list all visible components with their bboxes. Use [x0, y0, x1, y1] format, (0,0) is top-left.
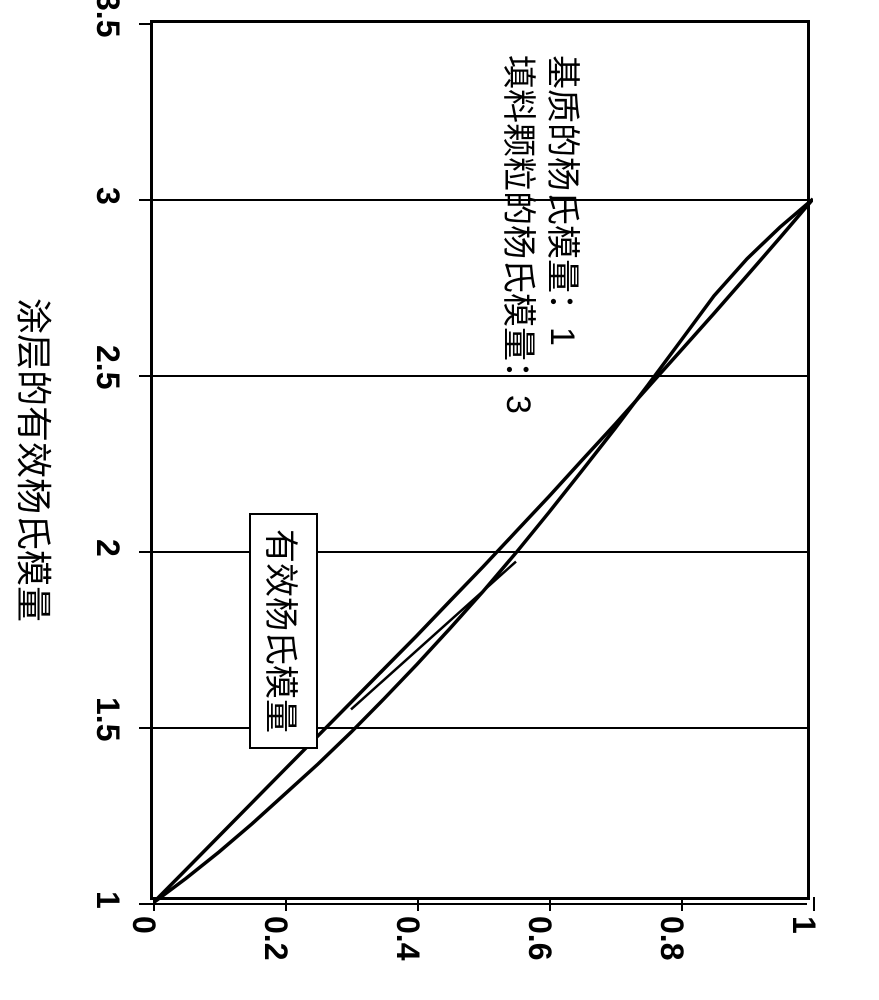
x-tick-label: 0.4	[389, 916, 426, 960]
annotation-matrix-modulus: 基质的杨氏模量：1	[541, 55, 590, 346]
y-tick	[139, 375, 153, 377]
x-tick-label: 1	[785, 916, 822, 934]
annotation-filler-modulus: 填料颗粒的杨氏模量：3	[497, 55, 546, 414]
x-tick	[813, 897, 815, 911]
y-tick	[139, 199, 153, 201]
y-tick-label: 2	[89, 539, 126, 557]
callout-label-box: 有效杨氏模量	[249, 513, 318, 749]
y-tick	[139, 903, 153, 905]
x-tick-label: 0.2	[257, 916, 294, 960]
y-tick-label: 3.5	[89, 0, 126, 37]
y-tick	[139, 727, 153, 729]
y-tick	[139, 551, 153, 553]
callout-leader	[153, 23, 813, 903]
y-tick-label: 3	[89, 187, 126, 205]
y-axis-title: 涂层的有效杨氏模量	[10, 298, 62, 622]
chart-container: 0 0.2 0.4 0.6 0.8 1 1 1.5 2 2.5 3 3.5 基质的杨氏模量：1填料颗粒的…	[0, 0, 879, 1000]
plot-area	[150, 20, 810, 900]
y-tick	[139, 23, 153, 25]
y-tick-label: 1.5	[89, 697, 126, 741]
x-tick-label: 0.6	[521, 916, 558, 960]
gridline	[153, 903, 807, 905]
y-tick-label: 2.5	[89, 345, 126, 389]
y-tick-label: 1	[89, 891, 126, 909]
x-tick-label: 0	[125, 916, 162, 934]
x-tick-label: 0.8	[653, 916, 690, 960]
